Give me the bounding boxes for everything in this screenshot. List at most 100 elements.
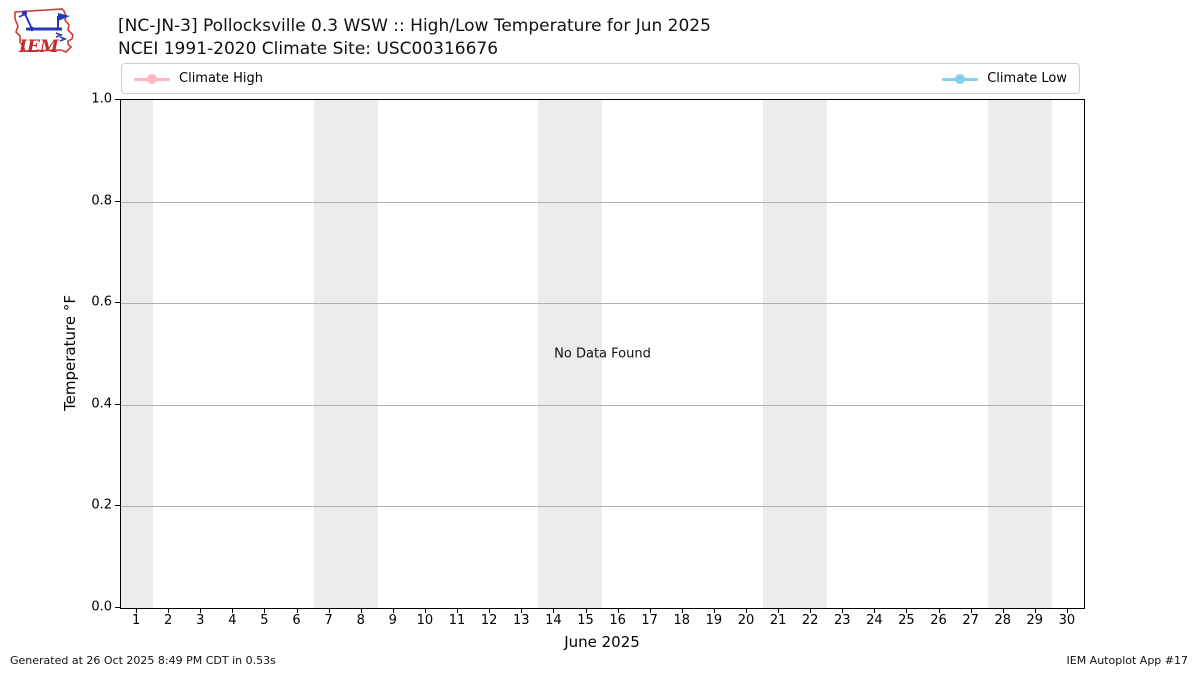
x-tick-mark — [392, 608, 394, 613]
x-tick-mark — [264, 608, 266, 613]
x-tick-label: 10 — [416, 613, 434, 628]
y-tick-label: 1.0 — [91, 91, 112, 107]
y-tick-label: 0.0 — [91, 599, 112, 615]
y-tick-label: 0.2 — [91, 497, 112, 513]
x-tick-mark — [585, 608, 587, 613]
legend-label-climate-high: Climate High — [179, 71, 264, 86]
x-tick-label: 7 — [324, 613, 333, 628]
y-gridline — [121, 506, 1084, 508]
plot-area: No Data Found — [120, 99, 1085, 609]
generated-timestamp: Generated at 26 Oct 2025 8:49 PM CDT in … — [10, 654, 276, 667]
x-tick-label: 6 — [292, 613, 301, 628]
y-tick-mark — [115, 505, 120, 507]
x-tick-mark — [746, 608, 747, 613]
x-tick-mark — [906, 608, 908, 613]
x-tick-mark — [200, 608, 202, 613]
x-tick-mark — [489, 608, 491, 613]
x-tick-mark — [424, 608, 426, 613]
x-tick-mark — [617, 608, 619, 613]
x-tick-mark — [681, 608, 683, 613]
x-tick-label: 9 — [388, 613, 397, 628]
x-axis-label: June 2025 — [564, 633, 640, 651]
x-tick-mark — [296, 608, 298, 613]
x-tick-label: 30 — [1058, 613, 1076, 628]
weekend-band — [987, 100, 1052, 608]
chart-title: [NC-JN-3] Pollocksville 0.3 WSW :: High/… — [118, 16, 711, 36]
x-tick-mark — [1034, 608, 1036, 613]
y-tick-mark — [115, 99, 120, 100]
x-tick-label: 28 — [994, 613, 1012, 628]
weather-vane-icon — [18, 10, 70, 42]
x-tick-mark — [649, 608, 651, 613]
x-tick-label: 20 — [737, 613, 755, 628]
x-tick-label: 18 — [673, 613, 691, 628]
x-tick-mark — [810, 608, 812, 613]
y-tick-label: 0.6 — [91, 294, 112, 310]
x-tick-mark — [232, 608, 234, 613]
y-tick-label: 0.4 — [91, 396, 112, 412]
x-tick-label: 5 — [260, 613, 269, 628]
chart-titles: [NC-JN-3] Pollocksville 0.3 WSW :: High/… — [118, 15, 711, 61]
x-tick-label: 1 — [131, 613, 141, 628]
x-tick-label: 3 — [196, 613, 205, 628]
x-tick-label: 13 — [513, 613, 530, 628]
y-tick-mark — [115, 200, 120, 202]
x-tick-label: 26 — [930, 613, 947, 628]
legend-item-climate-high: Climate High — [134, 71, 263, 86]
x-tick-mark — [1002, 608, 1004, 613]
y-gridline — [121, 201, 1084, 203]
x-tick-label: 12 — [480, 613, 498, 628]
x-tick-mark — [713, 608, 715, 613]
x-tick-label: 19 — [705, 613, 723, 628]
x-tick-label: 14 — [545, 613, 562, 628]
iem-logo-graphic: IEM — [14, 8, 74, 57]
x-tick-label: 2 — [164, 613, 173, 628]
no-data-message: No Data Found — [554, 346, 651, 362]
x-tick-label: 4 — [228, 613, 237, 628]
weekend-band — [121, 100, 154, 608]
y-tick-mark — [115, 403, 120, 405]
x-tick-mark — [328, 608, 330, 613]
x-tick-label: 8 — [356, 613, 365, 628]
climate-high-line-marker-icon — [134, 73, 170, 84]
x-tick-label: 11 — [448, 613, 466, 628]
x-tick-label: 17 — [641, 613, 658, 628]
x-tick-label: 27 — [962, 613, 979, 628]
app-credit: IEM Autoplot App #17 — [1066, 654, 1189, 667]
weekend-band — [763, 100, 828, 608]
y-axis-label: Temperature °F — [61, 295, 79, 411]
x-tick-label: 16 — [609, 613, 626, 628]
y-tick-mark — [115, 302, 120, 304]
x-tick-mark — [553, 608, 555, 613]
x-tick-label: 22 — [801, 613, 819, 628]
iem-logo-text: IEM — [18, 37, 60, 57]
x-tick-mark — [778, 608, 780, 613]
x-tick-mark — [970, 608, 972, 613]
x-tick-mark — [457, 608, 458, 613]
x-tick-label: 21 — [769, 613, 787, 628]
x-tick-mark — [842, 608, 844, 613]
weekend-band — [538, 100, 603, 608]
x-tick-mark — [521, 608, 523, 613]
iem-logo: IEM — [12, 5, 80, 67]
x-tick-mark — [136, 608, 138, 613]
x-tick-label: 25 — [898, 613, 915, 628]
x-tick-mark — [938, 608, 940, 613]
climate-low-line-marker-icon — [942, 73, 979, 84]
y-tick-mark — [115, 607, 120, 608]
x-tick-mark — [874, 608, 876, 613]
weekend-band — [313, 100, 378, 608]
x-tick-mark — [168, 608, 170, 613]
x-tick-label: 15 — [577, 613, 594, 628]
y-tick-label: 0.8 — [91, 193, 112, 209]
chart-subtitle: NCEI 1991-2020 Climate Site: USC00316676 — [118, 39, 499, 59]
x-tick-label: 24 — [866, 613, 883, 628]
x-tick-label: 29 — [1026, 613, 1044, 628]
y-gridline — [121, 303, 1084, 305]
x-tick-label: 23 — [834, 613, 851, 628]
x-tick-mark — [360, 608, 362, 613]
x-tick-mark — [1066, 608, 1068, 613]
y-gridline — [121, 404, 1084, 406]
chart-legend: Climate High Climate Low — [121, 63, 1080, 94]
